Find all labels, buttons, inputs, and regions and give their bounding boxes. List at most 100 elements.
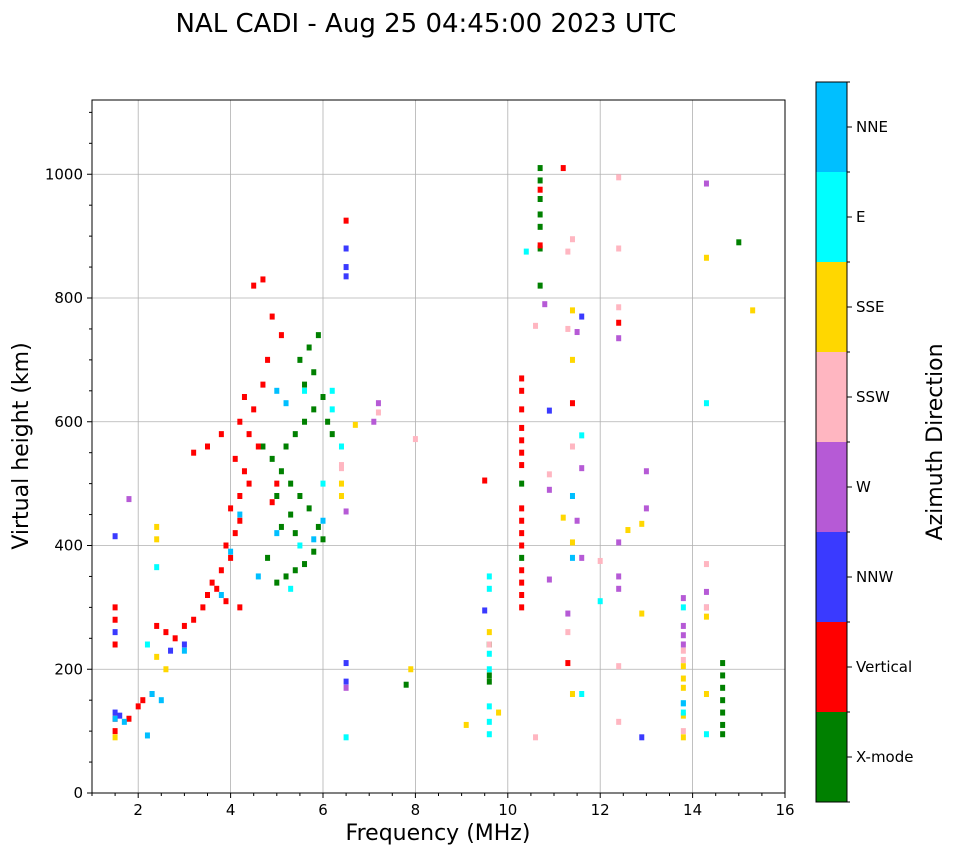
x-tick-label: 10	[498, 801, 517, 819]
echo-point-vertical-7	[140, 697, 146, 704]
echo-point-x-mode-40	[486, 672, 492, 679]
echo-point-vertical-26	[232, 455, 238, 462]
echo-point-vertical-28	[246, 431, 252, 438]
echo-point-e-13	[486, 718, 492, 725]
echo-point-nnw-2	[112, 533, 118, 540]
echo-point-x-mode-4	[311, 548, 317, 555]
echo-point-nnw-10	[343, 678, 349, 685]
echo-point-ssw-0	[338, 462, 344, 469]
echo-point-e-2	[302, 387, 308, 394]
x-tick-label: 4	[226, 801, 236, 819]
echo-point-e-10	[486, 650, 492, 657]
echo-point-vertical-24	[246, 480, 252, 487]
colorbar-label-sse: SSE	[856, 298, 885, 316]
echo-point-vertical-35	[260, 276, 266, 283]
echo-point-nne-5	[181, 647, 187, 654]
echo-point-x-mode-13	[292, 431, 298, 438]
echo-point-e-4	[329, 406, 335, 413]
echo-point-e-6	[338, 443, 344, 450]
y-tick-label: 400	[54, 537, 83, 555]
echo-point-vertical-45	[214, 585, 220, 592]
echo-point-vertical-29	[237, 418, 243, 425]
echo-point-x-mode-24	[288, 511, 294, 518]
echo-point-vertical-68	[482, 477, 488, 484]
echo-point-vertical-23	[237, 493, 243, 499]
echo-point-x-mode-0	[274, 579, 280, 586]
echo-point-sse-14	[569, 307, 575, 314]
echo-point-w-17	[680, 622, 686, 629]
echo-point-ssw-17	[616, 663, 622, 670]
echo-point-vertical-39	[205, 443, 210, 450]
echo-point-w-0	[126, 496, 132, 503]
echo-point-nne-4	[158, 697, 164, 704]
echo-point-x-mode-20	[306, 344, 312, 351]
echo-point-vertical-47	[519, 592, 525, 598]
echo-point-nnw-1	[117, 712, 123, 719]
echo-point-ssw-9	[565, 629, 571, 636]
colorbar-swatch-w	[816, 442, 847, 532]
echo-point-sse-0	[112, 734, 118, 741]
echo-point-nnw-0	[112, 709, 118, 716]
echo-point-vertical-16	[209, 579, 215, 586]
echo-point-vertical-9	[154, 622, 160, 629]
echo-point-x-mode-27	[292, 530, 298, 537]
echo-point-sse-25	[703, 254, 709, 261]
echo-point-ssw-13	[597, 557, 603, 564]
echo-point-vertical-46	[519, 604, 525, 611]
echo-point-x-mode-5	[320, 536, 326, 543]
echo-point-x-mode-21	[315, 332, 321, 339]
echo-point-sse-23	[680, 712, 686, 719]
echo-point-x-mode-33	[537, 211, 543, 218]
echo-point-x-mode-35	[537, 245, 543, 252]
echo-point-e-5	[320, 480, 326, 487]
colorbar-swatch-nne	[816, 82, 847, 172]
echo-point-sse-8	[408, 666, 414, 673]
echo-point-w-10	[616, 335, 622, 342]
echo-point-x-mode-3	[302, 561, 308, 568]
echo-point-e-9	[486, 585, 492, 592]
echo-point-x-mode-47	[720, 709, 726, 716]
echo-point-vertical-4	[112, 604, 118, 611]
echo-point-x-mode-44	[720, 672, 726, 679]
echo-point-w-24	[574, 329, 580, 336]
y-tick-label: 0	[73, 784, 83, 802]
echo-point-ssw-19	[680, 647, 686, 654]
echo-point-x-mode-36	[537, 282, 543, 289]
colorbar-swatch-nnw	[816, 532, 847, 622]
echo-point-ssw-20	[680, 656, 686, 663]
echo-point-e-25	[297, 542, 303, 549]
chart-title: NAL CADI - Aug 25 04:45:00 2023 UTC	[176, 9, 677, 39]
echo-point-sse-28	[750, 307, 756, 314]
echo-point-x-mode-12	[283, 443, 289, 450]
echo-point-sse-11	[496, 709, 502, 716]
echo-point-x-mode-29	[260, 443, 266, 450]
echo-point-ssw-16	[616, 304, 622, 311]
echo-point-w-19	[680, 641, 686, 648]
echo-point-w-2	[343, 508, 349, 515]
echo-point-sse-24	[680, 734, 686, 741]
echo-point-x-mode-28	[274, 493, 280, 499]
echo-point-nnw-11	[482, 607, 488, 614]
echo-point-x-mode-8	[297, 493, 303, 499]
echo-point-vertical-3	[112, 616, 118, 623]
echo-point-nne-1	[121, 718, 127, 725]
colorbar-frame	[815, 81, 848, 803]
echo-point-nne-15	[320, 517, 326, 524]
echo-point-ssw-5	[533, 734, 539, 741]
echo-point-sse-20	[680, 663, 686, 670]
echo-point-x-mode-14	[302, 418, 308, 425]
echo-point-ssw-4	[486, 641, 492, 648]
echo-point-vertical-58	[519, 406, 525, 413]
echo-point-sse-27	[703, 691, 709, 697]
colorbar-swatch-e	[816, 172, 847, 262]
echo-point-sse-15	[569, 356, 575, 363]
echo-point-x-mode-11	[269, 455, 275, 462]
echo-point-vertical-32	[260, 381, 266, 388]
echo-point-vertical-22	[228, 505, 234, 512]
echo-point-vertical-20	[232, 530, 238, 537]
colorbar-label: Azimuth Direction	[923, 343, 948, 540]
x-tick-label: 16	[775, 801, 794, 819]
echo-point-x-mode-31	[537, 177, 543, 184]
echo-point-x-mode-45	[720, 684, 726, 691]
y-tick-label: 200	[54, 660, 83, 678]
